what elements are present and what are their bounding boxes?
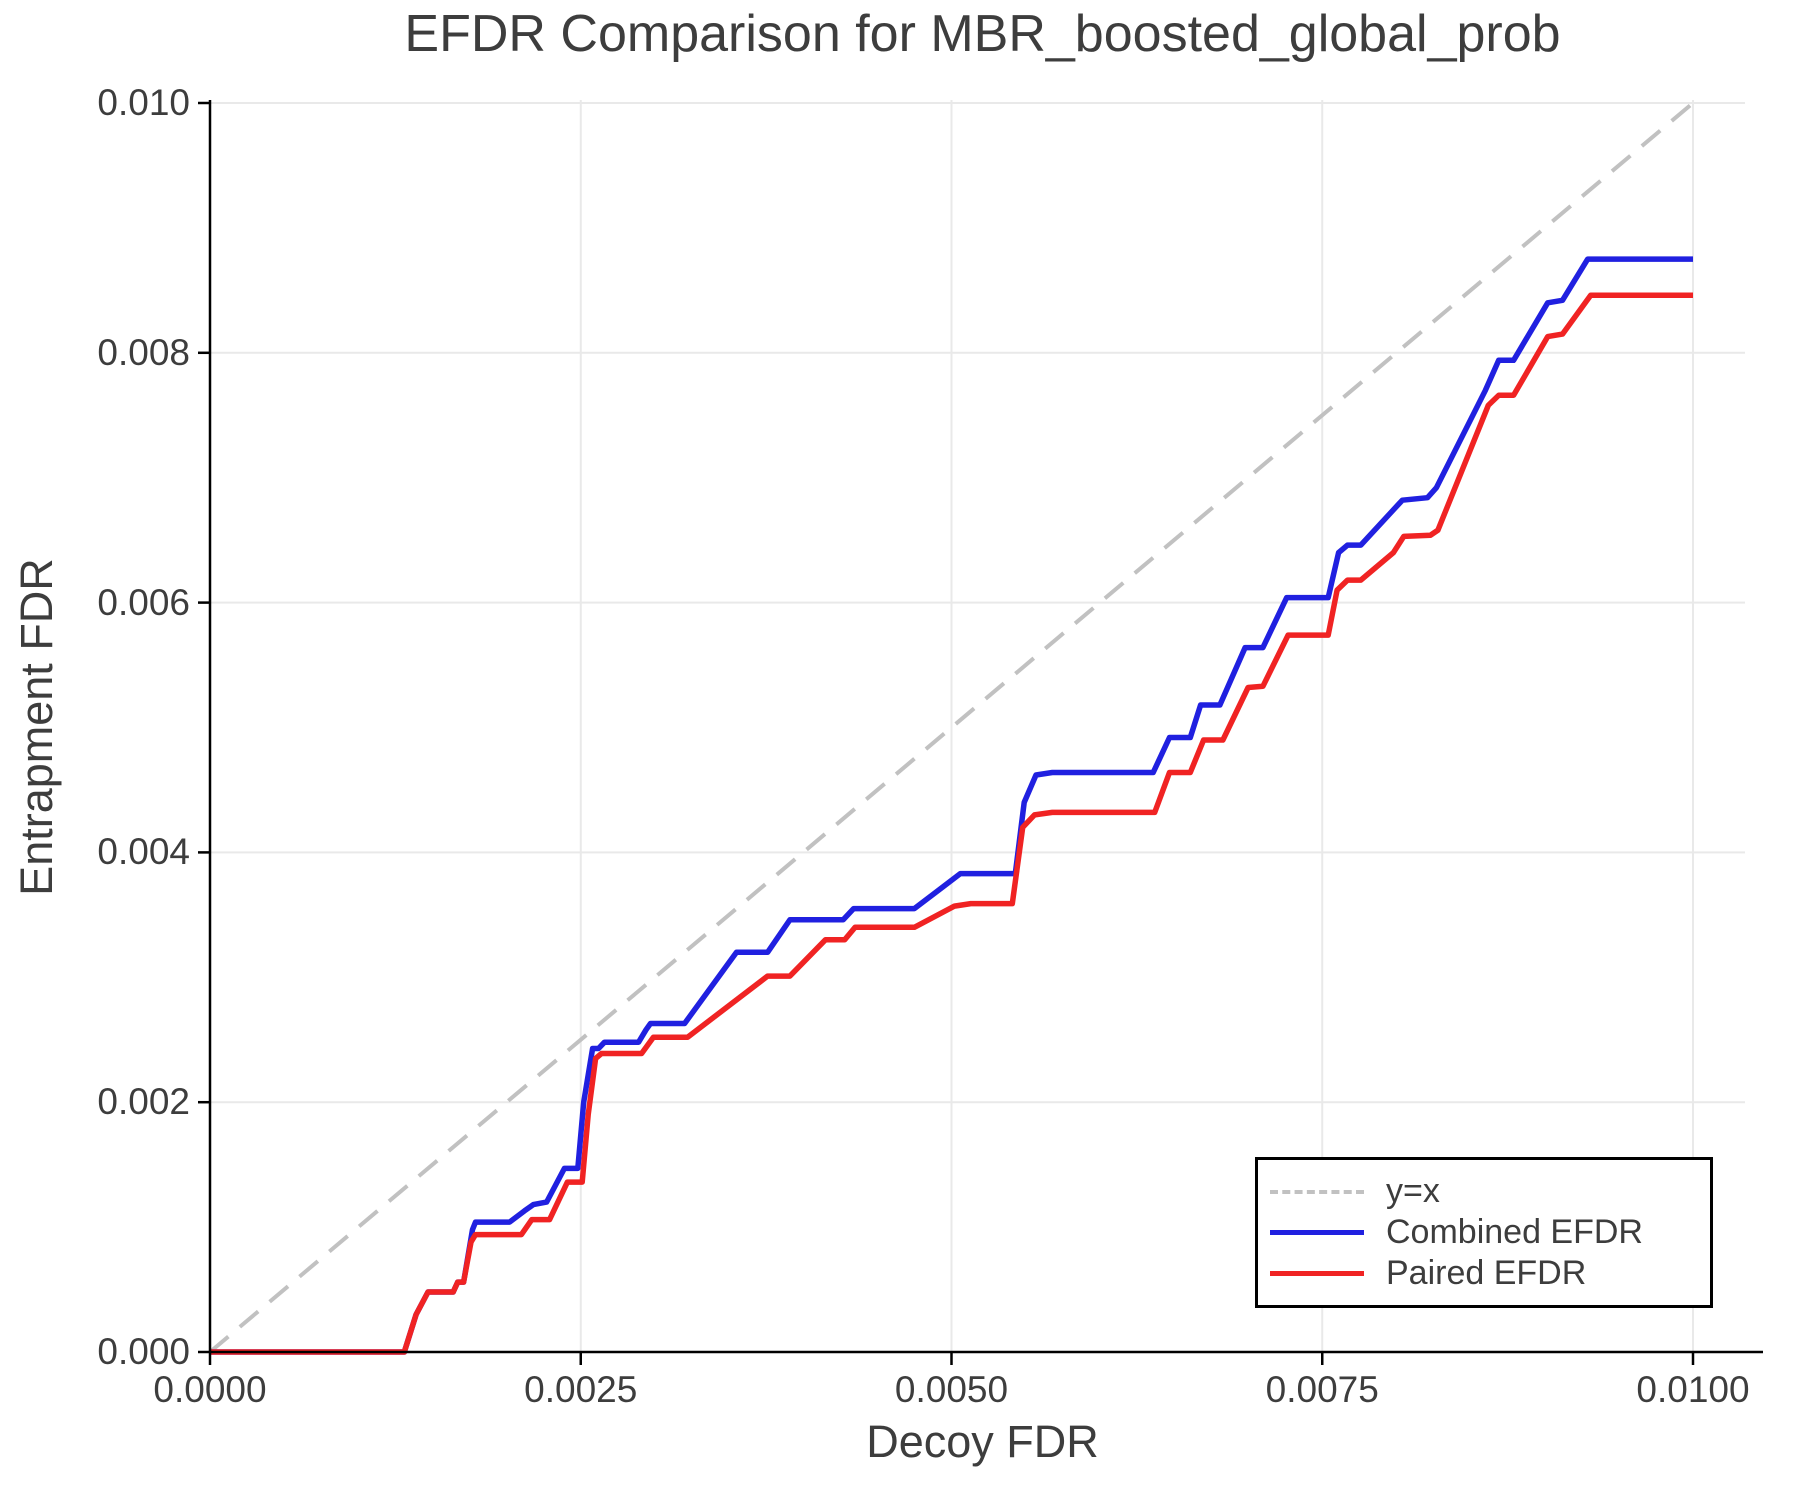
- y-tick-label: 0.002: [97, 1081, 190, 1123]
- x-tick-label: 0.0050: [894, 1369, 1009, 1410]
- y-tick-label: 0.010: [97, 82, 190, 123]
- x-tick-label: 0.0100: [1636, 1369, 1750, 1410]
- combined-efdr-line: [210, 256, 1693, 1355]
- y-axis-label: Entrapment FDR: [11, 558, 62, 896]
- legend-line-sample: [1270, 1271, 1364, 1276]
- y-tick-label: 0.006: [97, 581, 190, 623]
- legend-line-sample: [1270, 1230, 1364, 1235]
- paired-efdr-line: [210, 292, 1693, 1355]
- legend-label: Paired EFDR: [1386, 1254, 1587, 1292]
- x-tick-label: 0.0000: [153, 1369, 267, 1410]
- x-tick-label: 0.0025: [524, 1369, 638, 1410]
- x-axis-label: Decoy FDR: [866, 1416, 1099, 1467]
- legend-line-sample: [1270, 1189, 1364, 1194]
- legend-label: y=x: [1386, 1172, 1440, 1210]
- y-x-line: [208, 101, 1695, 1354]
- legend-item-combined-efdr: Combined EFDR: [1270, 1213, 1710, 1252]
- legend-item-y-x: y=x: [1270, 1172, 1710, 1211]
- chart-title: EFDR Comparison for MBR_boosted_global_p…: [404, 5, 1561, 63]
- legend-label: Combined EFDR: [1386, 1213, 1643, 1251]
- y-tick-label: 0.000: [97, 1331, 190, 1372]
- legend-item-paired-efdr: Paired EFDR: [1270, 1254, 1710, 1293]
- y-tick-label: 0.004: [97, 831, 190, 873]
- x-tick-label: 0.0075: [1265, 1369, 1379, 1410]
- legend: y=x Combined EFDR Paired EFDR: [1255, 1157, 1713, 1308]
- y-tick-label: 0.008: [97, 331, 190, 373]
